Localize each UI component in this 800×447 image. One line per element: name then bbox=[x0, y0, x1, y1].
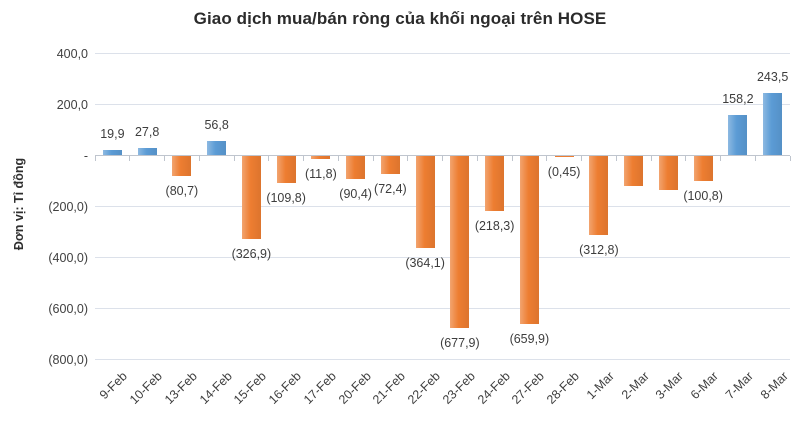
axis-tick bbox=[164, 155, 165, 161]
bar bbox=[276, 155, 296, 184]
y-tick-label: (800,0) bbox=[48, 352, 88, 367]
axis-tick bbox=[303, 155, 304, 161]
bar-value-label: (109,8) bbox=[266, 191, 306, 206]
bar bbox=[485, 155, 505, 212]
bar-value-label: (100,8) bbox=[683, 189, 723, 204]
bar-value-label: (11,8) bbox=[305, 166, 337, 181]
bar-value-label: (218,3) bbox=[474, 219, 515, 234]
bar-value-label: (80,7) bbox=[165, 184, 199, 199]
chart-title: Giao dịch mua/bán ròng của khối ngoại tr… bbox=[193, 9, 607, 28]
bar-value-label: (326,9) bbox=[231, 246, 272, 261]
bar-value-label: 27,8 bbox=[134, 125, 160, 140]
bar-value-label: (90,4) bbox=[339, 186, 372, 201]
bar-value-label: 56,8 bbox=[204, 118, 229, 133]
axis-tick bbox=[233, 155, 235, 161]
bar bbox=[380, 155, 400, 174]
bar bbox=[519, 155, 539, 324]
bar bbox=[589, 155, 609, 236]
bar-value-label: (72,4) bbox=[374, 181, 407, 196]
bar bbox=[624, 155, 644, 186]
axis-tick bbox=[442, 155, 443, 161]
bar-value-label: (312,8) bbox=[579, 243, 619, 258]
axis-tick bbox=[581, 155, 582, 161]
axis-tick bbox=[615, 155, 617, 161]
bar bbox=[346, 155, 366, 179]
bar bbox=[311, 155, 331, 159]
gridline bbox=[95, 359, 790, 360]
bar bbox=[554, 155, 574, 156]
gridline bbox=[95, 206, 790, 207]
bar bbox=[693, 155, 713, 182]
axis-tick bbox=[129, 155, 131, 161]
bar bbox=[728, 115, 748, 156]
bar bbox=[658, 155, 678, 190]
axis-tick bbox=[337, 155, 339, 161]
bar-value-label: (364,1) bbox=[405, 256, 445, 271]
bar-value-label: 243,5 bbox=[756, 70, 789, 85]
axis-tick bbox=[94, 155, 96, 161]
axis-tick bbox=[372, 155, 374, 161]
axis-tick bbox=[511, 155, 513, 161]
axis-tick bbox=[754, 155, 756, 161]
gridline bbox=[95, 104, 790, 105]
bar-value-label: (0,45) bbox=[547, 164, 581, 179]
axis-tick bbox=[650, 155, 652, 161]
axis-tick bbox=[268, 155, 270, 161]
y-tick-label: 200,0 bbox=[56, 97, 88, 112]
bar-value-label: 19,9 bbox=[100, 127, 125, 142]
gridline bbox=[95, 53, 790, 54]
bar bbox=[102, 150, 122, 156]
bar bbox=[207, 141, 227, 156]
gridline bbox=[95, 308, 790, 309]
bar bbox=[241, 155, 261, 239]
bar bbox=[172, 155, 192, 177]
bar bbox=[450, 155, 470, 329]
y-tick-label: (200,0) bbox=[48, 199, 88, 214]
bar bbox=[763, 93, 783, 156]
y-tick-label: (400,0) bbox=[48, 250, 88, 265]
axis-tick bbox=[407, 155, 409, 161]
bar bbox=[137, 148, 157, 156]
axis-tick bbox=[476, 155, 478, 161]
bar bbox=[415, 155, 435, 249]
bar-value-label: (659,9) bbox=[509, 331, 550, 346]
bar-value-label: (677,9) bbox=[440, 336, 480, 351]
axis-tick bbox=[685, 155, 687, 161]
y-tick-label: - bbox=[83, 148, 88, 163]
y-tick-label: (600,0) bbox=[48, 301, 88, 316]
y-tick-label: 400,0 bbox=[56, 46, 88, 61]
axis-tick bbox=[546, 155, 548, 161]
axis-tick bbox=[198, 155, 200, 161]
gridline bbox=[95, 257, 790, 258]
axis-tick bbox=[720, 155, 721, 161]
bar-value-label: 158,2 bbox=[722, 92, 754, 107]
axis-tick bbox=[789, 155, 791, 161]
